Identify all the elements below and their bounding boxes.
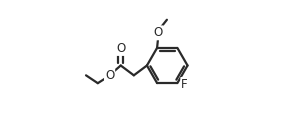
Text: F: F [181,78,188,91]
Text: O: O [154,26,163,39]
Text: O: O [116,42,125,55]
Text: O: O [105,69,114,82]
